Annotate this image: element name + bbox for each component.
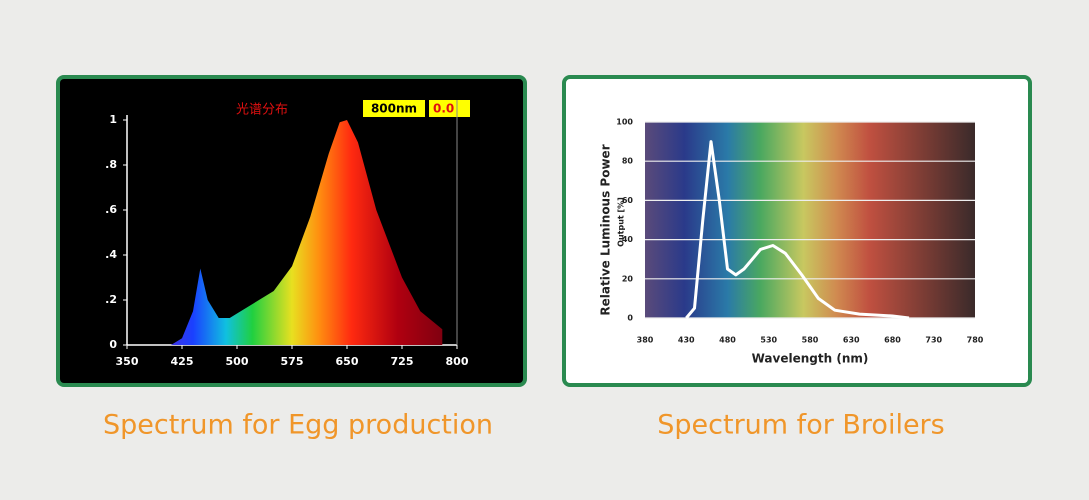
y-tick-label: .2 (105, 293, 117, 306)
spectrum-area (171, 120, 443, 345)
caption: Spectrum for Egg production (103, 410, 493, 441)
x-tick-label: 580 (802, 336, 819, 345)
x-tick-label: 725 (391, 355, 414, 368)
x-tick-label: 380 (637, 336, 654, 345)
caption: Spectrum for Broilers (657, 410, 944, 441)
y-tick-label: 60 (622, 196, 634, 205)
x-tick-label: 430 (678, 336, 695, 345)
y-axis-label: Relative Luminous Power (599, 144, 613, 315)
cursor-box (363, 100, 425, 117)
x-tick-label: 650 (336, 355, 359, 368)
x-tick-label: 575 (281, 355, 304, 368)
cursor-value-box (429, 100, 470, 117)
x-axis-label: Wavelength (nm) (752, 352, 869, 366)
y-axis-sublabel: Output [%] (617, 197, 626, 247)
x-tick-label: 480 (719, 336, 736, 345)
spectrum-line (685, 140, 910, 320)
y-tick-label: .6 (105, 203, 117, 216)
x-tick-label: 730 (925, 336, 942, 345)
y-tick-label: 0 (627, 314, 633, 323)
x-tick-label: 350 (116, 355, 139, 368)
x-tick-label: 530 (760, 336, 777, 345)
x-tick-label: 780 (967, 336, 984, 345)
y-tick-label: 1 (109, 113, 117, 126)
y-tick-label: .8 (105, 158, 117, 171)
y-tick-label: 0 (109, 338, 117, 351)
y-tick-label: 20 (622, 274, 634, 283)
y-tick-label: .4 (105, 248, 117, 261)
x-tick-label: 800 (446, 355, 469, 368)
x-tick-label: 630 (843, 336, 860, 345)
y-tick-label: 40 (622, 235, 634, 244)
chart-title: 光谱分布 (236, 103, 288, 118)
x-tick-label: 680 (884, 336, 901, 345)
x-tick-label: 500 (226, 355, 249, 368)
cursor-label: 800nm (371, 102, 417, 116)
y-tick-label: 100 (616, 118, 633, 127)
y-tick-label: 80 (622, 157, 634, 166)
cursor-value: 0.0 (433, 102, 454, 116)
x-tick-label: 425 (171, 355, 194, 368)
